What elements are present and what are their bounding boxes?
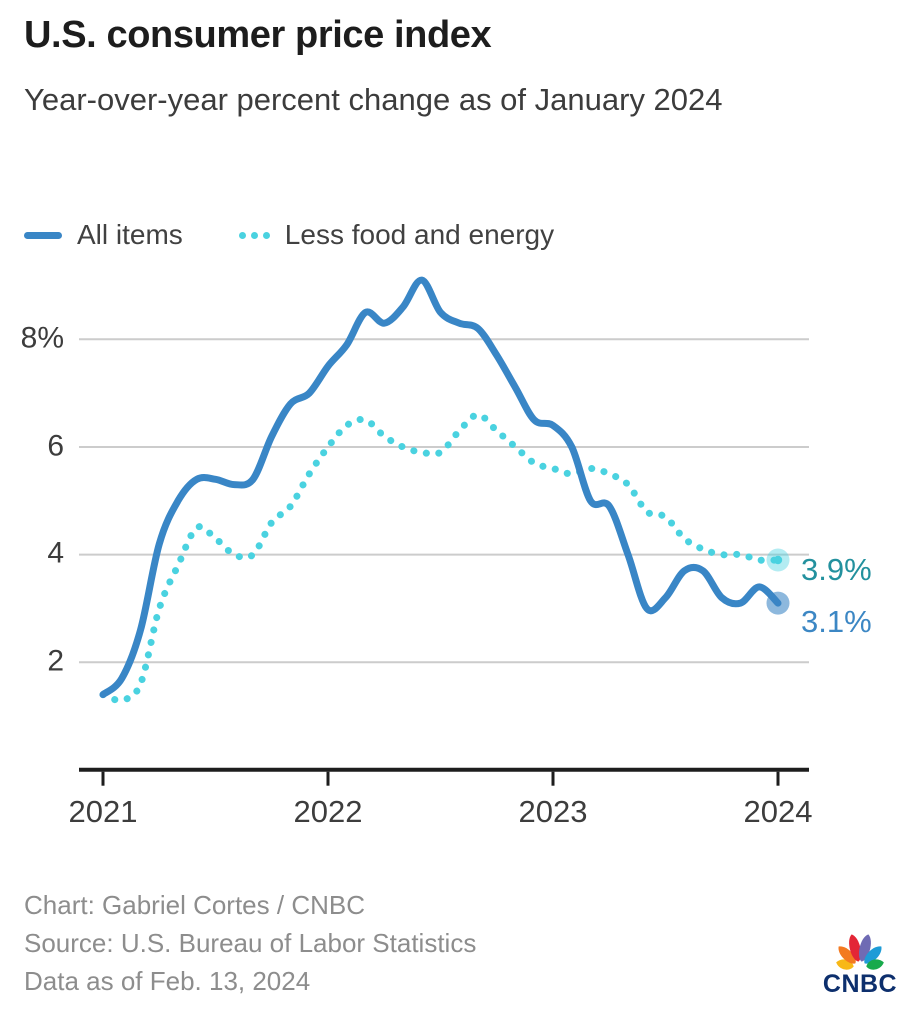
dotted-line-swatch-icon bbox=[238, 231, 270, 239]
x-tick-label-2023: 2023 bbox=[518, 794, 588, 829]
legend-label-all-items: All items bbox=[77, 219, 183, 250]
peacock-icon bbox=[836, 934, 884, 970]
legend: All items Less food and energy bbox=[24, 219, 554, 251]
legend-item-all-items: All items bbox=[24, 219, 183, 251]
x-tick-label-2024: 2024 bbox=[743, 794, 813, 829]
y-tick-label-2: 2 bbox=[47, 644, 64, 678]
y-tick-label-8: 8% bbox=[20, 321, 64, 355]
legend-item-less-food-energy: Less food and energy bbox=[238, 219, 555, 251]
footer-data-date: Data as of Feb. 13, 2024 bbox=[24, 966, 311, 996]
x-tick-label-2021: 2021 bbox=[68, 794, 138, 829]
cnbc-logo: CNBC bbox=[812, 926, 908, 999]
all-items-endpoint-halo bbox=[766, 591, 790, 615]
x-tick-label-2022: 2022 bbox=[293, 794, 363, 829]
end-value-label-core: 3.9% bbox=[801, 552, 872, 587]
page-title: U.S. consumer price index bbox=[24, 14, 492, 56]
legend-label-less-food-energy: Less food and energy bbox=[284, 219, 555, 250]
all-items-line-swatch-icon bbox=[24, 231, 62, 239]
y-tick-label-4: 4 bbox=[47, 536, 64, 570]
footer-chart-credit: Chart: Gabriel Cortes / CNBC bbox=[24, 890, 365, 920]
core-cpi-line bbox=[99, 411, 782, 704]
cnbc-wordmark: CNBC bbox=[822, 970, 898, 998]
all-items-line bbox=[99, 276, 782, 699]
footer-credits: Chart: Gabriel Cortes / CNBC Source: U.S… bbox=[24, 886, 476, 1000]
core-endpoint-dot bbox=[773, 555, 783, 565]
y-tick-label-6: 6 bbox=[47, 429, 64, 463]
footer-source: Source: U.S. Bureau of Labor Statistics bbox=[24, 928, 477, 958]
end-value-label-all-items: 3.1% bbox=[801, 604, 872, 639]
chart-subtitle: Year-over-year percent change as of Janu… bbox=[24, 82, 723, 117]
